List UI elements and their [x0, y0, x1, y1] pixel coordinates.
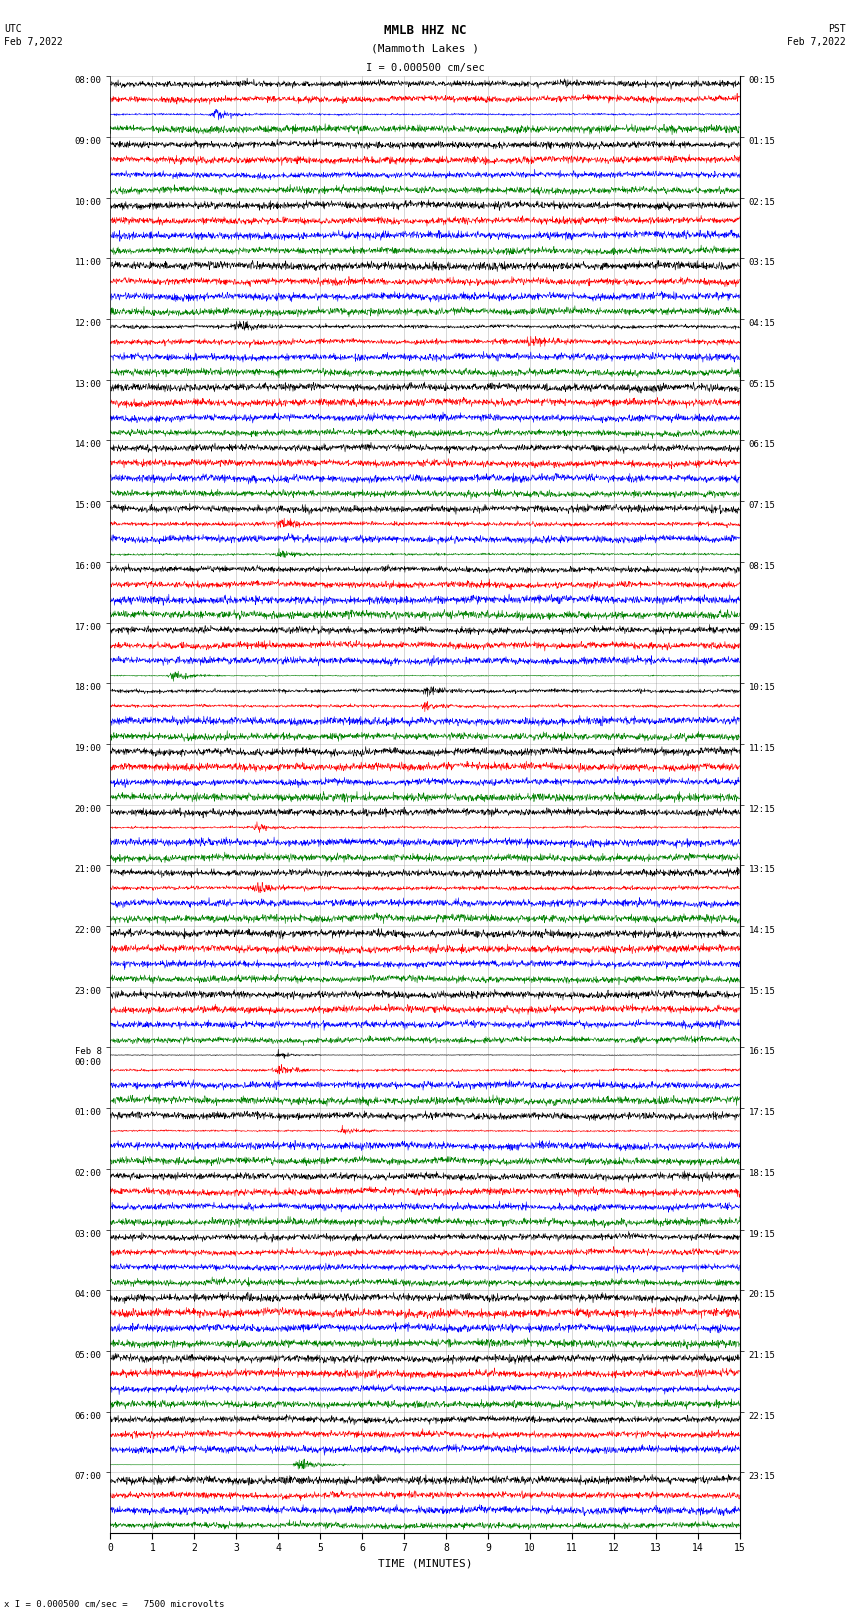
X-axis label: TIME (MINUTES): TIME (MINUTES) [377, 1560, 473, 1569]
Text: Feb 7,2022: Feb 7,2022 [787, 37, 846, 47]
Text: Feb 7,2022: Feb 7,2022 [4, 37, 63, 47]
Text: (Mammoth Lakes ): (Mammoth Lakes ) [371, 44, 479, 53]
Text: MMLB HHZ NC: MMLB HHZ NC [383, 24, 467, 37]
Text: PST: PST [828, 24, 846, 34]
Text: x I = 0.000500 cm/sec =   7500 microvolts: x I = 0.000500 cm/sec = 7500 microvolts [4, 1598, 224, 1608]
Text: I = 0.000500 cm/sec: I = 0.000500 cm/sec [366, 63, 484, 73]
Text: UTC: UTC [4, 24, 22, 34]
